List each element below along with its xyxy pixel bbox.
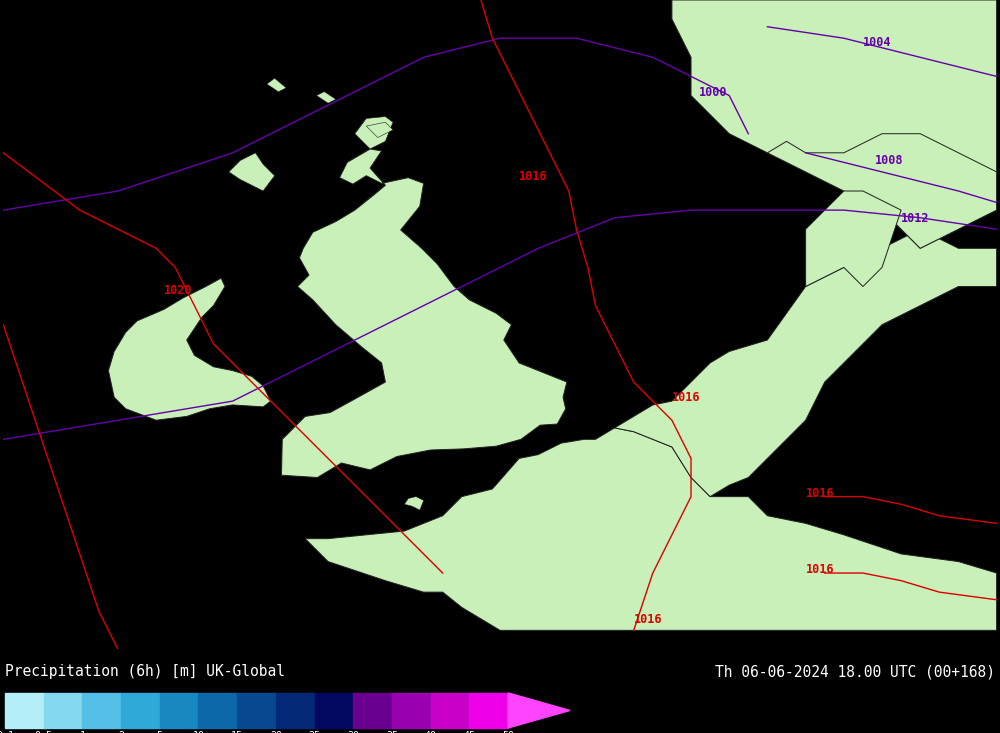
Text: Th 06-06-2024 18.00 UTC (00+168): Th 06-06-2024 18.00 UTC (00+168): [715, 665, 995, 679]
Bar: [315, 693, 353, 728]
Text: 1012: 1012: [492, 135, 521, 148]
Text: 1016: 1016: [806, 487, 834, 500]
Text: 20: 20: [270, 732, 282, 733]
Text: 25: 25: [309, 732, 321, 733]
Bar: [431, 693, 469, 728]
Text: 1000: 1000: [699, 86, 727, 98]
Polygon shape: [229, 152, 275, 191]
Text: 40: 40: [425, 732, 437, 733]
Text: 45: 45: [463, 732, 475, 733]
Bar: [276, 693, 315, 728]
Bar: [5, 693, 44, 728]
Text: 50: 50: [502, 732, 514, 733]
Polygon shape: [404, 497, 424, 510]
Polygon shape: [508, 693, 570, 728]
Polygon shape: [672, 0, 997, 248]
Polygon shape: [767, 133, 997, 248]
Bar: [198, 693, 237, 728]
Polygon shape: [366, 122, 393, 138]
Text: 1: 1: [79, 732, 85, 733]
Bar: [82, 693, 121, 728]
Text: 1004: 1004: [863, 36, 891, 49]
Bar: [469, 693, 508, 728]
Text: Precipitation (6h) [m] UK-Global: Precipitation (6h) [m] UK-Global: [5, 665, 285, 679]
Text: 5: 5: [157, 732, 163, 733]
Polygon shape: [615, 229, 997, 497]
Bar: [160, 693, 198, 728]
Polygon shape: [305, 428, 997, 630]
Bar: [392, 693, 431, 728]
Bar: [44, 693, 82, 728]
Polygon shape: [108, 278, 271, 420]
Text: 1020: 1020: [164, 284, 192, 297]
Text: 0.5: 0.5: [35, 732, 53, 733]
Text: 1016: 1016: [634, 613, 662, 626]
Polygon shape: [317, 92, 336, 103]
Bar: [353, 693, 392, 728]
Text: 1012: 1012: [901, 212, 930, 224]
Text: 1016: 1016: [672, 391, 700, 404]
Text: 15: 15: [231, 732, 243, 733]
Polygon shape: [281, 149, 567, 477]
Text: 1008: 1008: [874, 154, 903, 167]
Text: 1016: 1016: [519, 169, 548, 183]
Polygon shape: [806, 191, 901, 287]
Text: 1016: 1016: [806, 563, 834, 576]
Bar: [237, 693, 276, 728]
Text: 30: 30: [347, 732, 359, 733]
Text: 2: 2: [118, 732, 124, 733]
Text: 10: 10: [192, 732, 204, 733]
Polygon shape: [267, 78, 286, 92]
Bar: [121, 693, 160, 728]
Text: 35: 35: [386, 732, 398, 733]
Text: 1012: 1012: [863, 380, 891, 393]
Polygon shape: [355, 117, 393, 149]
Text: 0.1: 0.1: [0, 732, 14, 733]
